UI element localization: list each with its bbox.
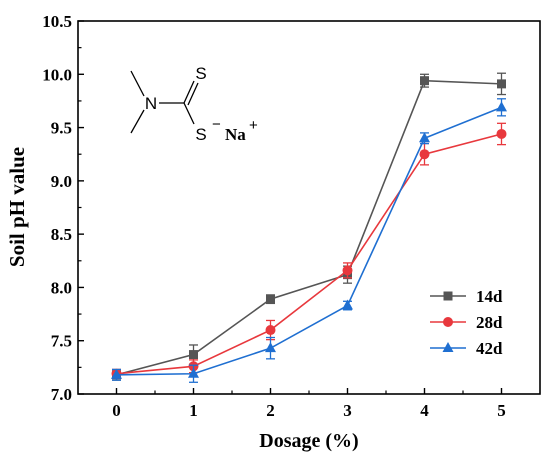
sulfur-bottom-label: S xyxy=(195,125,206,144)
sulfur-top-label: S xyxy=(195,64,206,83)
data-point xyxy=(188,367,199,378)
series-42d xyxy=(111,98,507,383)
legend-marker xyxy=(442,342,454,352)
legend-label: 14d xyxy=(476,287,503,306)
y-tick-label: 10.5 xyxy=(42,12,72,31)
data-point xyxy=(419,132,430,143)
data-point xyxy=(342,265,353,276)
y-tick-label: 9.0 xyxy=(51,172,72,191)
legend-item-14d: 14d xyxy=(430,287,503,306)
data-point xyxy=(496,101,507,112)
data-point xyxy=(189,350,198,360)
nitrogen-label: N xyxy=(145,94,157,113)
y-tick-label: 7.0 xyxy=(51,385,72,404)
legend-marker xyxy=(443,291,453,301)
x-axis-label: Dosage (%) xyxy=(259,430,358,452)
x-tick-labels: 0 1 2 3 4 5 xyxy=(112,401,506,420)
y-tick-label: 7.5 xyxy=(51,332,72,351)
series-line xyxy=(116,106,502,376)
series-28d xyxy=(111,122,507,379)
sulfur-charge: − xyxy=(212,116,221,133)
molecule-bonds xyxy=(130,70,199,134)
data-point xyxy=(265,325,276,336)
sodium-charge: + xyxy=(249,117,258,134)
y-axis-label: Soil pH value xyxy=(5,147,29,267)
plot-frame xyxy=(77,20,541,395)
data-point xyxy=(420,76,429,86)
data-point xyxy=(111,368,122,379)
data-point xyxy=(496,128,507,139)
sodium-label: Na xyxy=(225,125,246,144)
data-point xyxy=(419,149,430,160)
axis-ticks xyxy=(78,20,503,395)
series-layer xyxy=(111,72,507,383)
x-tick-label: 0 xyxy=(112,401,121,420)
x-tick-label: 1 xyxy=(189,401,198,420)
data-point xyxy=(266,294,275,304)
y-tick-label: 8.5 xyxy=(51,225,72,244)
legend-marker xyxy=(443,317,453,327)
y-tick-label: 9.5 xyxy=(51,119,72,138)
data-point xyxy=(342,299,353,310)
data-point xyxy=(497,79,506,89)
x-tick-label: 3 xyxy=(343,401,352,420)
legend-label: 42d xyxy=(476,339,503,358)
y-tick-label: 8.0 xyxy=(51,278,72,297)
molecule-structure: N S S − Na + xyxy=(130,64,258,144)
y-tick-labels: 7.0 7.5 8.0 8.5 9.0 9.5 10.0 10.5 xyxy=(42,12,72,404)
series-14d xyxy=(112,72,506,381)
x-tick-label: 5 xyxy=(497,401,506,420)
legend-item-28d: 28d xyxy=(430,313,503,332)
series-line xyxy=(116,79,502,376)
x-tick-label: 2 xyxy=(266,401,275,420)
series-line xyxy=(116,133,502,375)
data-point xyxy=(265,342,276,353)
x-tick-label: 4 xyxy=(420,401,429,420)
legend: 14d 28d 42d xyxy=(430,287,503,358)
y-tick-label: 10.0 xyxy=(42,65,72,84)
legend-label: 28d xyxy=(476,313,503,332)
legend-item-42d: 42d xyxy=(430,339,503,358)
